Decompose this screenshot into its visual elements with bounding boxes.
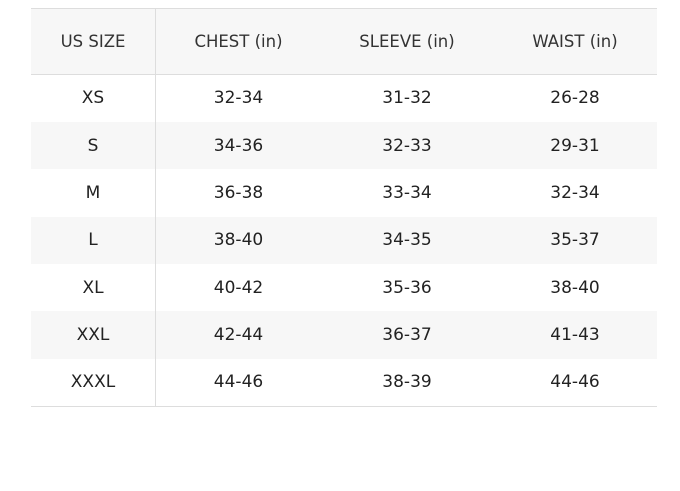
cell-size: XS [31, 74, 156, 122]
cell-size: L [31, 216, 156, 265]
cell-size: S [31, 121, 156, 170]
cell-waist: 26-28 [550, 88, 600, 109]
cell-sleeve: 32-33 [382, 135, 432, 156]
cell-size: XXL [31, 311, 156, 359]
header-waist: WAIST (in) [532, 32, 618, 51]
table-row: XS 32-34 31-32 26-28 [31, 74, 657, 122]
cell-chest: 42-44 [213, 325, 264, 346]
cell-sleeve: 35-36 [382, 277, 432, 298]
cell-waist: 41-43 [550, 325, 600, 346]
cell-size: M [31, 169, 156, 217]
cell-waist: 35-37 [550, 230, 600, 251]
header-chest: CHEST (in) [194, 32, 283, 51]
table-row: S 34-36 32-33 29-31 [31, 121, 657, 170]
table-row: XL 40-42 35-36 38-40 [31, 264, 657, 312]
table-row: XXXL 44-46 38-39 44-46 [31, 358, 657, 407]
table-row: L 38-40 34-35 35-37 [31, 216, 657, 265]
cell-sleeve: 33-34 [382, 182, 432, 203]
cell-waist: 44-46 [550, 372, 600, 393]
cell-waist: 38-40 [550, 277, 600, 298]
header-us-size: US SIZE [31, 8, 156, 75]
header-row: US SIZE CHEST (in) SLEEVE (in) WAIST (in… [31, 8, 657, 75]
table-row: XXL 42-44 36-37 41-43 [31, 311, 657, 359]
size-chart-table: US SIZE CHEST (in) SLEEVE (in) WAIST (in… [31, 8, 657, 407]
cell-chest: 40-42 [213, 277, 264, 298]
cell-chest: 36-38 [213, 182, 264, 203]
cell-sleeve: 31-32 [382, 88, 432, 109]
cell-size: XXXL [31, 358, 156, 407]
cell-sleeve: 36-37 [382, 325, 432, 346]
cell-chest: 34-36 [213, 135, 264, 156]
cell-chest: 38-40 [213, 230, 264, 251]
cell-size: XL [31, 264, 156, 312]
cell-waist: 32-34 [550, 182, 600, 203]
cell-waist: 29-31 [550, 135, 600, 156]
table-row: M 36-38 33-34 32-34 [31, 169, 657, 217]
cell-chest: 44-46 [213, 372, 264, 393]
cell-sleeve: 38-39 [382, 372, 432, 393]
header-sleeve: SLEEVE (in) [359, 32, 455, 51]
cell-sleeve: 34-35 [382, 230, 432, 251]
cell-chest: 32-34 [213, 88, 264, 109]
